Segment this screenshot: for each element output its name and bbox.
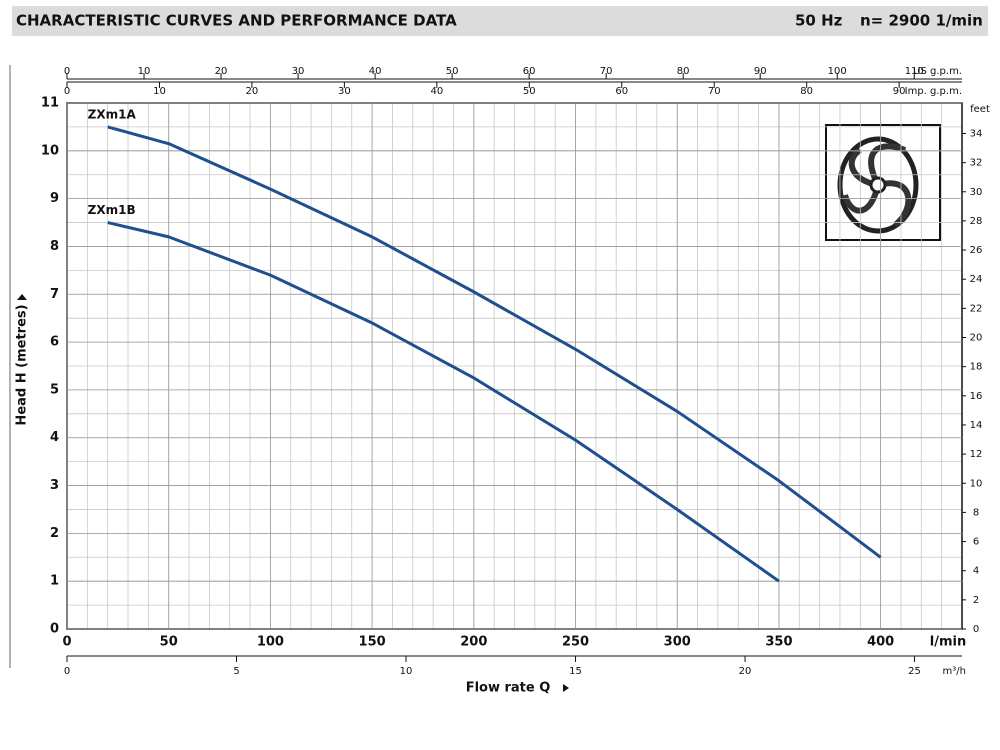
axis-tick-label: 70 [708, 86, 721, 97]
y-tick-label: 3 [50, 478, 59, 493]
axis-tick-label: 0 [64, 66, 70, 77]
axis-tick-label: 10 [400, 666, 413, 677]
x-tick-label: 400 [867, 635, 894, 650]
y2-tick-label: 10 [970, 478, 983, 489]
axis-tick-label: 30 [338, 86, 351, 97]
y-tick-label: 8 [50, 239, 59, 254]
axis-tick-label: 10 [138, 66, 151, 77]
y-axis-title: Head H (metres) [15, 304, 30, 425]
axis-tick-label: 40 [430, 86, 443, 97]
axis-tick-label: 30 [292, 66, 305, 77]
axis-tick-label: 0 [64, 666, 70, 677]
axis-tick-label: 80 [677, 66, 690, 77]
axis-tick-label: 0 [64, 86, 70, 97]
y2-tick-label: 14 [970, 420, 983, 431]
y-tick-label: 4 [50, 430, 59, 445]
x-tick-label: 100 [257, 635, 284, 650]
y-tick-label: 1 [50, 574, 59, 589]
axis-tick-label: 50 [446, 66, 459, 77]
axis-tick-label: 5 [233, 666, 239, 677]
axis-tick-label: 60 [523, 66, 536, 77]
axis-unit: US g.p.m. [913, 66, 962, 77]
axis-tick-label: 25 [908, 666, 921, 677]
axis-tick-label: 20 [246, 86, 259, 97]
y-tick-label: 5 [50, 382, 59, 397]
y2-tick-label: 28 [970, 216, 983, 227]
y-tick-label: 6 [50, 335, 59, 350]
y2-tick-label: 12 [970, 449, 983, 460]
y-tick-label: 0 [50, 622, 59, 637]
axis-tick-label: 110 [905, 66, 924, 77]
x-tick-label: 0 [62, 635, 71, 650]
speed: n= 2900 1/min [860, 12, 983, 30]
axis-tick-label: 20 [739, 666, 752, 677]
y2-tick-label: 34 [970, 128, 983, 139]
x-tick-label: 200 [460, 635, 487, 650]
axis-tick-label: 60 [615, 86, 628, 97]
x-tick-label: 50 [160, 635, 178, 650]
y2-tick-label: 20 [970, 333, 983, 344]
x-axis-title: Flow rate Q [466, 681, 551, 696]
x-tick-label: 250 [562, 635, 589, 650]
axis-tick-label: 80 [800, 86, 813, 97]
axis-tick-label: 20 [215, 66, 228, 77]
axis-tick-label: 40 [369, 66, 382, 77]
y2-axis-title: feet [970, 104, 990, 115]
chart-title: CHARACTERISTIC CURVES AND PERFORMANCE DA… [16, 12, 457, 30]
y2-tick-label: 18 [970, 362, 983, 373]
y2-tick-label: 30 [970, 187, 983, 198]
curve [107, 125, 882, 559]
axis-tick-label: 90 [754, 66, 767, 77]
axis-tick-label: 70 [600, 66, 613, 77]
y2-tick-label: 26 [970, 245, 983, 256]
axis-tick-label: 100 [828, 66, 847, 77]
axis-unit: Imp. g.p.m. [905, 86, 962, 97]
y-tick-label: 11 [41, 96, 59, 111]
frequency: 50 Hz [795, 12, 843, 30]
y2-tick-label: 2 [973, 595, 979, 606]
axis-tick-label: 15 [569, 666, 582, 677]
axis-unit: m³/h [943, 666, 966, 677]
axis-tick-label: 50 [523, 86, 536, 97]
x-tick-label: 350 [765, 635, 792, 650]
axis-tick-label: 90 [893, 86, 906, 97]
y2-tick-label: 32 [970, 158, 983, 169]
x-tick-label: 300 [664, 635, 691, 650]
y2-tick-label: 22 [970, 303, 983, 314]
y2-tick-label: 8 [973, 507, 979, 518]
y-tick-label: 10 [41, 143, 59, 158]
y2-tick-label: 0 [973, 624, 979, 635]
curve-label: ZXm1B [88, 203, 136, 217]
y2-tick-label: 6 [973, 537, 979, 548]
curve [107, 221, 780, 583]
y2-tick-label: 4 [973, 566, 979, 577]
x-arrow [563, 684, 569, 692]
curve-label: ZXm1A [88, 107, 137, 121]
y-tick-label: 7 [50, 287, 59, 302]
y-arrow [17, 294, 27, 300]
x-unit: l/min [930, 635, 966, 650]
y2-tick-label: 16 [970, 391, 983, 402]
x-tick-label: 150 [359, 635, 386, 650]
y-tick-label: 2 [50, 526, 59, 541]
header-band [12, 6, 988, 36]
axis-tick-label: 10 [153, 86, 166, 97]
y2-tick-label: 24 [970, 274, 983, 285]
y-tick-label: 9 [50, 191, 59, 206]
